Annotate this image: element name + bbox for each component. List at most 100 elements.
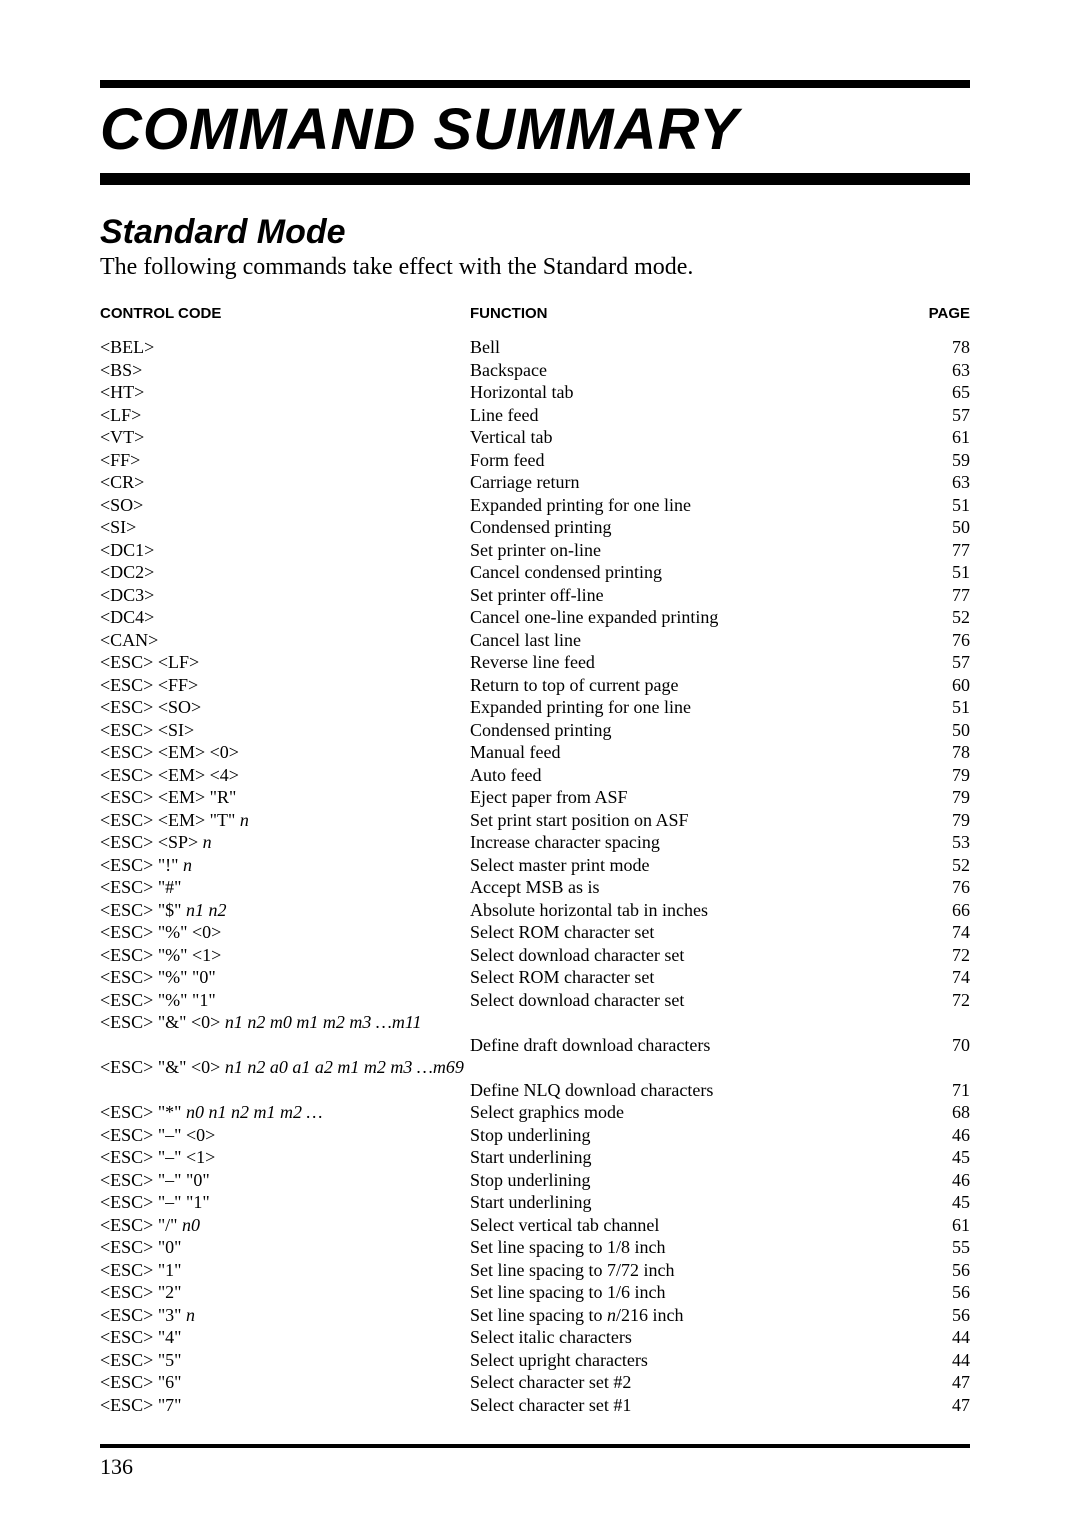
cell-function: Select character set #1	[470, 1394, 900, 1417]
cell-page: 44	[900, 1326, 970, 1349]
cell-page: 59	[900, 449, 970, 472]
header-code: CONTROL CODE	[100, 305, 470, 322]
cell-code: <ESC> "1"	[100, 1259, 470, 1282]
table-row: <ESC> "!" nSelect master print mode52	[100, 854, 970, 877]
table-row: <DC4>Cancel one-line expanded printing52	[100, 606, 970, 629]
cell-function: Line feed	[470, 404, 900, 427]
cell-page: 47	[900, 1371, 970, 1394]
cell-page: 72	[900, 944, 970, 967]
cell-page: 57	[900, 404, 970, 427]
cell-code: <ESC> "%" <1>	[100, 944, 470, 967]
cell-function: Stop underlining	[470, 1169, 900, 1192]
cell-code	[100, 1034, 470, 1057]
cell-code: <ESC> "–" <1>	[100, 1146, 470, 1169]
cell-code: <CR>	[100, 471, 470, 494]
cell-page: 44	[900, 1349, 970, 1372]
cell-page: 46	[900, 1169, 970, 1192]
table-row: <ESC> <EM> <4>Auto feed79	[100, 764, 970, 787]
cell-code: <ESC> "$" n1 n2	[100, 899, 470, 922]
cell-page: 47	[900, 1394, 970, 1417]
cell-page: 76	[900, 876, 970, 899]
table-row: <ESC> "%" <0>Select ROM character set74	[100, 921, 970, 944]
table-row: <ESC> "$" n1 n2Absolute horizontal tab i…	[100, 899, 970, 922]
cell-page: 65	[900, 381, 970, 404]
cell-page: 55	[900, 1236, 970, 1259]
cell-page: 61	[900, 1214, 970, 1237]
cell-page: 79	[900, 764, 970, 787]
cell-function: Set line spacing to 1/8 inch	[470, 1236, 900, 1259]
cell-code: <SO>	[100, 494, 470, 517]
cell-page: 56	[900, 1259, 970, 1282]
cell-function: Increase character spacing	[470, 831, 900, 854]
cell-function: Stop underlining	[470, 1124, 900, 1147]
cell-page: 50	[900, 719, 970, 742]
cell-page: 52	[900, 606, 970, 629]
cell-code: <ESC> <EM> <0>	[100, 741, 470, 764]
page-number: 136	[100, 1454, 970, 1480]
cell-function: Return to top of current page	[470, 674, 900, 697]
cell-page: 51	[900, 494, 970, 517]
intro-text: The following commands take effect with …	[100, 254, 970, 281]
cell-page: 56	[900, 1304, 970, 1327]
cell-page: 70	[900, 1034, 970, 1057]
cell-page: 63	[900, 359, 970, 382]
cell-function: Select master print mode	[470, 854, 900, 877]
cell-code: <ESC> "*" n0 n1 n2 m1 m2 …	[100, 1101, 470, 1124]
cell-function: Set line spacing to 7/72 inch	[470, 1259, 900, 1282]
section-heading: Standard Mode	[100, 213, 970, 252]
cell-function: Select character set #2	[470, 1371, 900, 1394]
cell-function: Accept MSB as is	[470, 876, 900, 899]
table-row: <ESC> "–" <1>Start underlining45	[100, 1146, 970, 1169]
cell-code: <ESC> "2"	[100, 1281, 470, 1304]
table-row: <ESC> <SP> nIncrease character spacing53	[100, 831, 970, 854]
cell-page: 74	[900, 966, 970, 989]
cell-code: <BS>	[100, 359, 470, 382]
table-row: <ESC> <SO>Expanded printing for one line…	[100, 696, 970, 719]
cell-function: Cancel last line	[470, 629, 900, 652]
cell-code: <BEL>	[100, 336, 470, 359]
cell-page: 57	[900, 651, 970, 674]
table-row: <SO>Expanded printing for one line51	[100, 494, 970, 517]
cell-code: <DC1>	[100, 539, 470, 562]
cell-code: <ESC> "–" <0>	[100, 1124, 470, 1147]
cell-page: 79	[900, 786, 970, 809]
cell-function: Set printer off-line	[470, 584, 900, 607]
cell-code: <ESC> <SO>	[100, 696, 470, 719]
cell-function: Select graphics mode	[470, 1101, 900, 1124]
cell-code: <ESC> "0"	[100, 1236, 470, 1259]
table-row: <ESC> "–" "1"Start underlining45	[100, 1191, 970, 1214]
cell-code: <ESC> "3" n	[100, 1304, 470, 1327]
cell-function: Set line spacing to 1/6 inch	[470, 1281, 900, 1304]
cell-function: Define draft download characters	[470, 1034, 900, 1057]
cell-page: 51	[900, 696, 970, 719]
table-row: <ESC> "2"Set line spacing to 1/6 inch56	[100, 1281, 970, 1304]
cell-code: <ESC> "%" <0>	[100, 921, 470, 944]
cell-page: 60	[900, 674, 970, 697]
table-row: <ESC> "–" <0>Stop underlining46	[100, 1124, 970, 1147]
table-row: <DC3>Set printer off-line77	[100, 584, 970, 607]
cell-function: Select italic characters	[470, 1326, 900, 1349]
table-row: <ESC> <EM> <0>Manual feed78	[100, 741, 970, 764]
cell-function: Expanded printing for one line	[470, 696, 900, 719]
cell-code: <FF>	[100, 449, 470, 472]
footer-rule	[100, 1444, 970, 1448]
table-row: <ESC> <EM> "T" nSet print start position…	[100, 809, 970, 832]
table-row: <ESC> "%" "0"Select ROM character set74	[100, 966, 970, 989]
cell-code: <ESC> "4"	[100, 1326, 470, 1349]
cell-code: <DC4>	[100, 606, 470, 629]
cell-function: Select upright characters	[470, 1349, 900, 1372]
cell-code: <VT>	[100, 426, 470, 449]
header-function: FUNCTION	[470, 305, 900, 322]
table-row: <ESC> <FF>Return to top of current page6…	[100, 674, 970, 697]
cell-page: 79	[900, 809, 970, 832]
cell-code: <ESC> "#"	[100, 876, 470, 899]
cell-page: 74	[900, 921, 970, 944]
cell-function: Absolute horizontal tab in inches	[470, 899, 900, 922]
table-row: <ESC> "0"Set line spacing to 1/8 inch55	[100, 1236, 970, 1259]
cell-page: 50	[900, 516, 970, 539]
cell-code: <ESC> <LF>	[100, 651, 470, 674]
table-row: <ESC> "7"Select character set #147	[100, 1394, 970, 1417]
cell-function: Form feed	[470, 449, 900, 472]
cell-function: Select vertical tab channel	[470, 1214, 900, 1237]
cell-code: <ESC> <SP> n	[100, 831, 470, 854]
